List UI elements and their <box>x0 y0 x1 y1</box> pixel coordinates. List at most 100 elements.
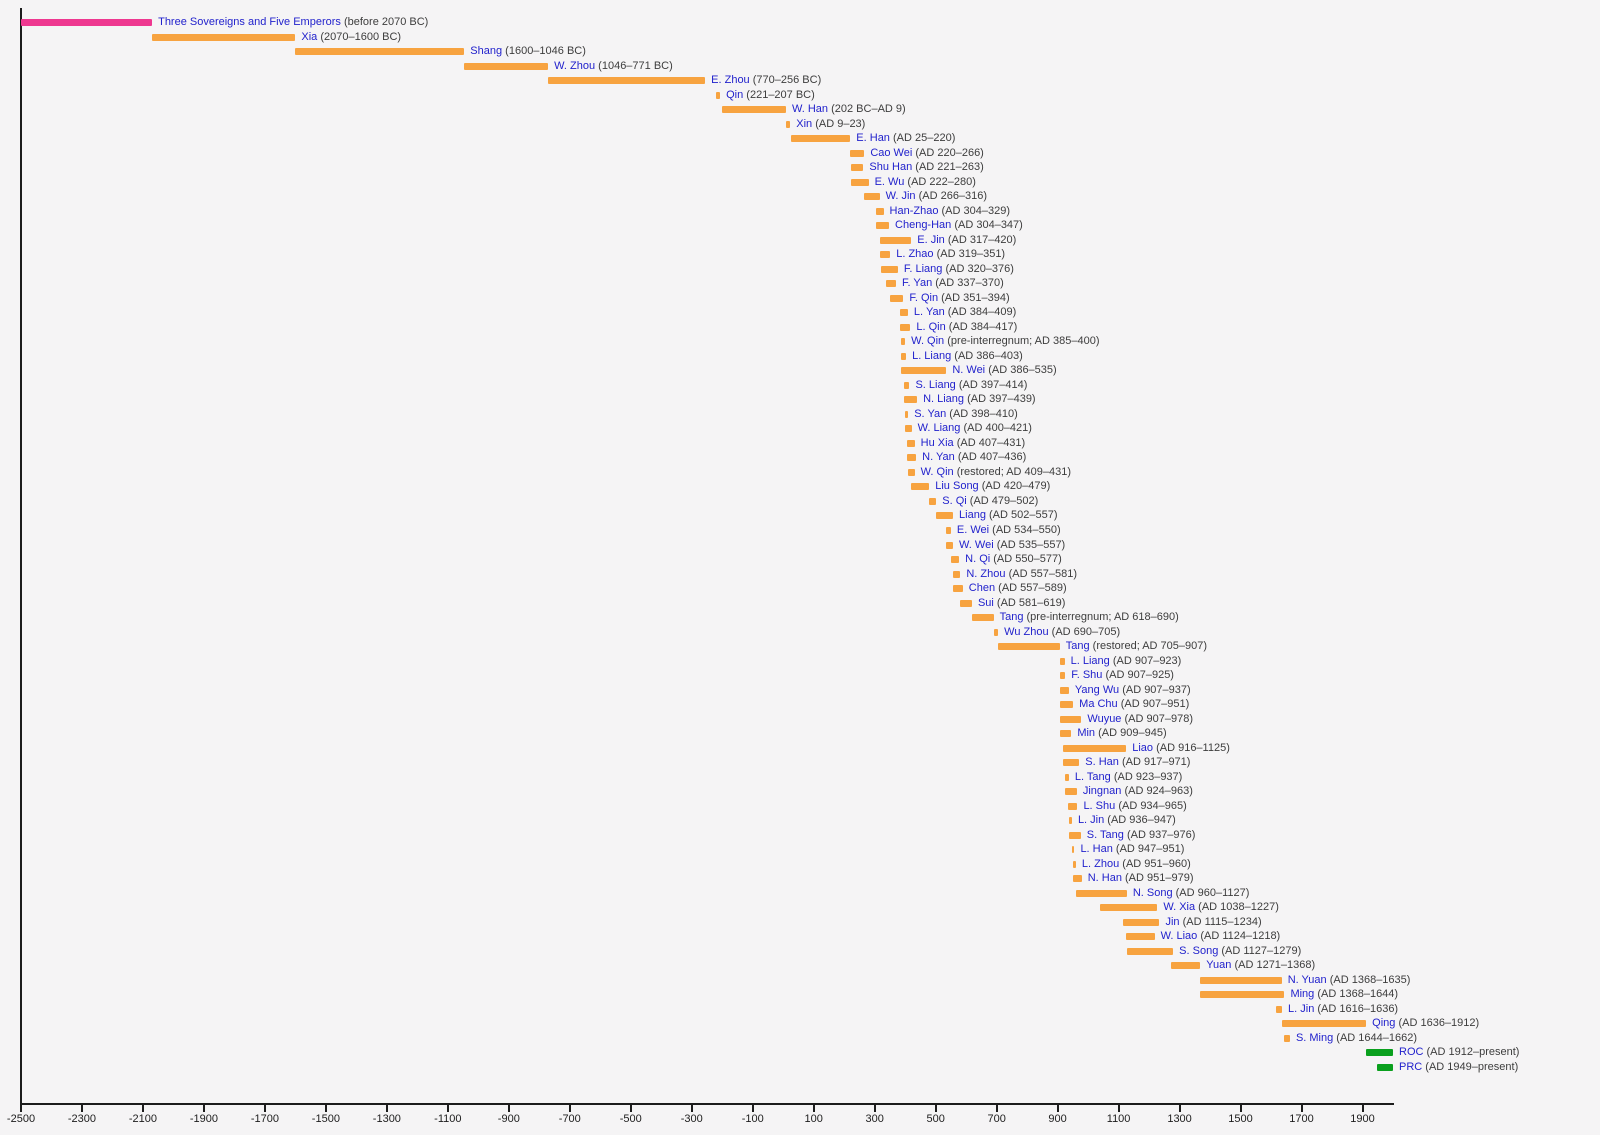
dynasty-bar <box>880 251 891 259</box>
dynasty-label: Sui (AD 581–619) <box>978 597 1065 610</box>
dynasty-dates: (AD 960–1127) <box>1175 886 1250 899</box>
dynasty-label: W. Liao (AD 1124–1218) <box>1161 930 1281 943</box>
dynasty-bar <box>1062 744 1127 752</box>
dynasty-label: Min (AD 909–945) <box>1077 727 1166 740</box>
x-tick-label: 1100 <box>1106 1113 1131 1125</box>
dynasty-label: L. Zhao (AD 319–351) <box>896 248 1005 261</box>
dynasty-name: Min <box>1077 727 1096 740</box>
dynasty-bar <box>1068 817 1072 825</box>
dynasty-dates: (AD 1636–1912) <box>1398 1017 1480 1030</box>
dynasty-label: N. Liang (AD 397–439) <box>923 393 1036 406</box>
dynasty-dates: (AD 384–417) <box>948 320 1018 333</box>
dynasty-bar <box>953 570 961 578</box>
dynasty-label: F. Shu (AD 907–925) <box>1071 669 1174 682</box>
dynasty-bar <box>993 628 999 636</box>
dynasty-label: W. Han (202 BC–AD 9) <box>792 103 906 116</box>
dynasty-label: Qin (221–207 BC) <box>726 89 815 102</box>
dynasty-dates: (AD 924–963) <box>1124 785 1193 798</box>
dynasty-dates: (AD 1912–present) <box>1426 1046 1520 1059</box>
dynasty-label: Yang Wu (AD 907–937) <box>1075 684 1191 697</box>
dynasty-dates: (221–207 BC) <box>746 88 815 101</box>
dynasty-name: W. Zhou <box>554 59 596 72</box>
dynasty-label: N. Wei (AD 386–535) <box>952 364 1056 377</box>
dynasty-label: Shu Han (AD 221–263) <box>869 161 983 174</box>
dynasty-dates: (before 2070 BC) <box>343 16 429 28</box>
x-tick-mark <box>202 1105 205 1112</box>
dynasty-label: N. Song (AD 960–1127) <box>1133 887 1250 900</box>
dynasty-bar <box>1123 918 1160 926</box>
dynasty-dates: (AD 1368–1635) <box>1329 973 1411 986</box>
dynasty-bar <box>464 62 549 70</box>
dynasty-label: F. Liang (AD 320–376) <box>904 263 1014 276</box>
dynasty-dates: (AD 220–266) <box>915 146 984 159</box>
dynasty-label: E. Wu (AD 222–280) <box>875 176 976 189</box>
dynasty-bar <box>929 497 937 505</box>
x-tick-mark <box>1300 1105 1303 1112</box>
x-tick-label: 700 <box>987 1113 1006 1125</box>
x-tick-mark <box>141 1105 144 1112</box>
dynasty-bar <box>548 77 706 85</box>
dynasty-bar <box>900 338 906 346</box>
dynasty-bar <box>900 367 947 375</box>
dynasty-name: E. Jin <box>917 233 945 246</box>
dynasty-name: W. Jin <box>885 190 916 203</box>
dynasty-label: Tang (restored; AD 705–907) <box>1066 640 1207 653</box>
dynasty-bar <box>1125 933 1155 941</box>
dynasty-dates: (AD 266–316) <box>918 190 988 203</box>
dynasty-dates: (AD 1038–1227) <box>1198 901 1279 914</box>
dynasty-bar <box>785 120 791 128</box>
x-tick-label: -1900 <box>189 1113 218 1125</box>
dynasty-bar <box>1099 904 1158 912</box>
dynasty-label: PRC (AD 1949–present) <box>1399 1061 1518 1074</box>
x-tick-label: 300 <box>865 1113 884 1125</box>
x-tick-mark <box>385 1105 388 1112</box>
dynasty-dates: (AD 304–347) <box>954 219 1023 232</box>
dynasty-bar <box>721 106 786 114</box>
dynasty-bar <box>1064 788 1077 796</box>
dynasty-name: L. Jin <box>1077 814 1105 827</box>
dynasty-label: E. Han (AD 25–220) <box>856 132 955 145</box>
dynasty-bar <box>890 294 904 302</box>
dynasty-dates: (AD 479–502) <box>969 494 1039 507</box>
dynasty-name: S. Liang <box>915 378 956 391</box>
dynasty-name: Sui <box>977 596 994 609</box>
dynasty-name: L. Jin <box>1288 1002 1315 1015</box>
dynasty-name: N. Liang <box>923 393 965 406</box>
dynasty-name: Tang <box>999 611 1024 624</box>
dynasty-name: L. Tang <box>1074 770 1111 783</box>
x-tick-label: 500 <box>926 1113 945 1125</box>
dynasty-bar <box>904 410 909 418</box>
dynasty-bar <box>1170 962 1201 970</box>
dynasty-bar <box>850 164 864 172</box>
dynasty-label: L. Jin (AD 936–947) <box>1078 814 1176 827</box>
dynasty-dates: (AD 386–535) <box>988 364 1057 377</box>
dynasty-name: S. Song <box>1179 944 1219 957</box>
dynasty-bar <box>885 280 897 288</box>
dynasty-label: W. Zhou (1046–771 BC) <box>554 60 673 73</box>
dynasty-name: W. Wei <box>959 538 994 551</box>
dynasty-bar <box>875 207 884 215</box>
dynasty-bar <box>850 149 865 157</box>
x-tick-mark <box>1056 1105 1059 1112</box>
dynasty-dates: (AD 907–978) <box>1124 712 1194 725</box>
dynasty-bar <box>936 512 954 520</box>
dynasty-bar <box>907 439 915 447</box>
x-tick-mark <box>812 1105 815 1112</box>
dynasty-name: Jin <box>1165 915 1180 928</box>
x-tick-label: -1500 <box>311 1113 340 1125</box>
dynasty-label: Ma Chu (AD 907–951) <box>1079 698 1189 711</box>
dynasty-bar <box>953 585 963 593</box>
dynasty-name: Shu Han <box>869 161 913 174</box>
dynasty-label: ROC (AD 1912–present) <box>1399 1046 1519 1059</box>
dynasty-bar <box>864 193 880 201</box>
dynasty-label: W. Wei (AD 535–557) <box>959 539 1065 552</box>
dynasty-name: W. Liang <box>917 422 961 435</box>
dynasty-name: Yang Wu <box>1074 683 1120 696</box>
dynasty-bar <box>971 614 994 622</box>
dynasty-label: S. Song (AD 1127–1279) <box>1179 945 1301 958</box>
dynasty-dates: (AD 1644–1662) <box>1336 1031 1418 1044</box>
dynasty-dates: (AD 936–947) <box>1107 814 1176 827</box>
dynasty-name: W. Han <box>791 103 829 116</box>
dynasty-label: F. Yan (AD 337–370) <box>902 277 1004 290</box>
